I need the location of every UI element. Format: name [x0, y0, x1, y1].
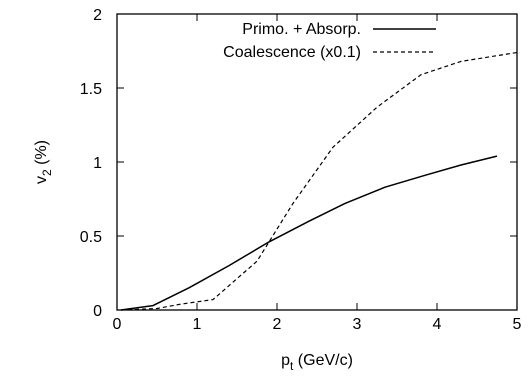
- x-tick-label: 3: [353, 316, 362, 333]
- series-line-0: [120, 155, 498, 311]
- y-tick-label: 1: [93, 155, 102, 172]
- x-tick-label: 2: [273, 316, 282, 333]
- x-tick-label: 1: [193, 316, 202, 333]
- y-tick-label: 1.5: [80, 81, 102, 98]
- y-tick-label: 0.5: [80, 229, 102, 246]
- series-line-1: [120, 51, 518, 311]
- x-axis-label: pt (GeV/c): [281, 352, 353, 373]
- y-tick-label: 2: [93, 7, 102, 24]
- x-tick-label: 5: [513, 316, 522, 333]
- axis-ticks: 0 1 2 3 4 5 0 0.5 1 1.5 2: [80, 7, 522, 333]
- y-tick-label: 0: [93, 303, 102, 320]
- legend: Primo. + Absorp. Coalescence (x0.1): [223, 21, 436, 61]
- legend-label-1: Coalescence (x0.1): [223, 44, 361, 61]
- x-tick-label: 0: [113, 316, 122, 333]
- y-axis-label: v2 (%): [33, 140, 54, 184]
- legend-label-0: Primo. + Absorp.: [242, 21, 361, 38]
- x-tick-label: 4: [433, 316, 442, 333]
- series-layer: [120, 51, 518, 311]
